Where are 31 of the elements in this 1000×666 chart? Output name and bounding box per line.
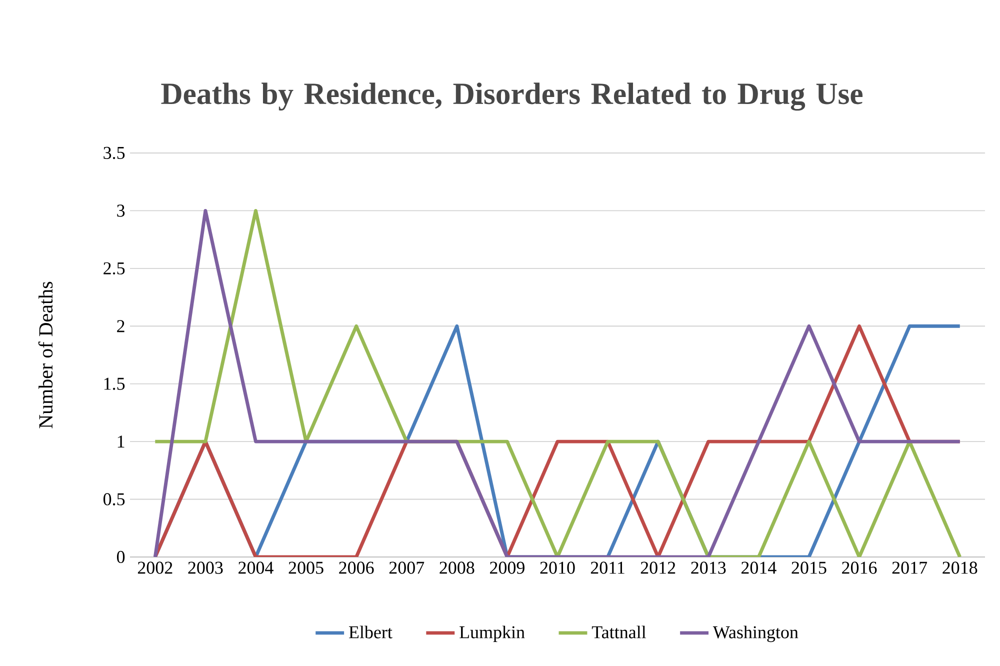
x-tick-label: 2008 — [440, 562, 474, 574]
x-tick-label: 2003 — [188, 562, 223, 574]
y-tick-label: 3 — [117, 204, 125, 217]
chart-title: Deaths by Residence, Disorders Related to Drug Use — [161, 82, 863, 111]
legend-label: Lumpkin — [460, 626, 525, 642]
x-tick-label: 2016 — [842, 562, 877, 574]
x-tick-label: 2017 — [892, 562, 928, 574]
x-tick-label: 2014 — [741, 562, 776, 574]
x-tick-label: 2006 — [339, 562, 374, 574]
y-axis-title: Number of Deaths — [38, 282, 53, 428]
x-tick-label: 2005 — [288, 562, 324, 574]
x-tick-label: 2011 — [590, 562, 624, 574]
y-tick-label: 3.5 — [104, 146, 125, 160]
x-tick-label: 2007 — [389, 562, 424, 574]
x-tick-label: 2018 — [942, 562, 978, 574]
legend-label: Tattnall — [592, 626, 646, 638]
y-tick-label: 2 — [117, 320, 124, 332]
y-tick-label: 2.5 — [104, 262, 125, 274]
legend-label: Washington — [712, 626, 798, 642]
y-tick-label: 0 — [116, 550, 125, 564]
legend-label: Elbert — [348, 626, 392, 638]
x-tick-label: 2013 — [691, 562, 726, 574]
y-tick-label: 1.5 — [104, 378, 125, 390]
x-tick-label: 2002 — [138, 562, 172, 574]
y-tick-label: 0.5 — [103, 493, 125, 506]
x-tick-label: 2015 — [792, 562, 826, 574]
x-tick-label: 2009 — [490, 562, 524, 574]
x-tick-label: 2010 — [540, 562, 575, 574]
x-tick-label: 2004 — [238, 562, 274, 574]
x-tick-label: 2012 — [640, 562, 676, 574]
y-tick-label: 1 — [118, 436, 124, 448]
